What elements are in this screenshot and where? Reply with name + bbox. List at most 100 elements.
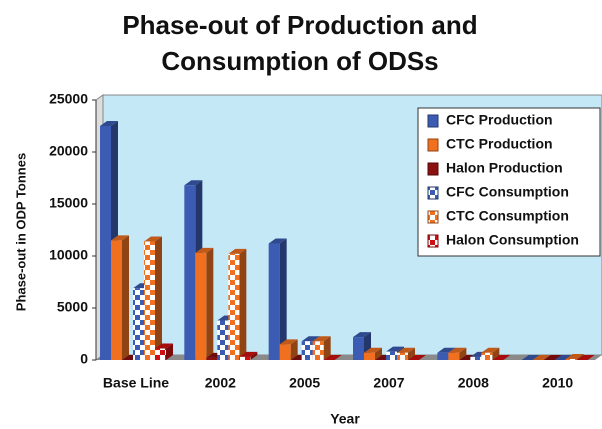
bar (397, 347, 415, 360)
bar-top (448, 347, 467, 353)
bar-top (184, 180, 203, 186)
bar-top (155, 343, 173, 349)
bar-top (323, 355, 342, 360)
bar-top (576, 355, 595, 360)
bar-front (133, 288, 144, 360)
bar-top (408, 355, 426, 360)
bar-front (239, 356, 251, 360)
chart-title: Consumption of ODSs (161, 46, 438, 76)
legend-label: Halon Consumption (446, 232, 579, 248)
bar-side (155, 236, 162, 360)
y-axis-label: Phase-out in ODP Tonnes (13, 153, 28, 311)
bar-top (353, 332, 371, 338)
legend-label: CTC Production (446, 136, 553, 152)
bar (195, 247, 214, 360)
legend-swatch (427, 162, 439, 176)
legend-swatch (427, 138, 439, 152)
bar (448, 347, 467, 360)
y-tick-label: 25000 (49, 91, 88, 107)
bar-top (312, 336, 331, 342)
bar-side (375, 347, 382, 360)
bar (492, 355, 511, 360)
bar-top (279, 339, 298, 345)
bar (279, 339, 298, 360)
bar-top (301, 336, 320, 342)
y-tick-label: 10000 (49, 247, 88, 263)
bar-top (554, 355, 573, 360)
bar-front (448, 352, 460, 360)
x-tick-label: 2002 (205, 375, 236, 391)
bar-top (565, 353, 584, 359)
bar-side (279, 238, 287, 360)
bar-front (217, 320, 229, 360)
bar-front (111, 240, 122, 360)
bar (576, 355, 595, 360)
bar-front (228, 253, 240, 360)
bar-side (250, 351, 258, 360)
bar-side (290, 339, 298, 360)
bar-front (155, 348, 166, 360)
bar (532, 355, 551, 360)
bar-top (144, 236, 162, 242)
legend-label: CFC Consumption (446, 184, 569, 200)
bar-top (239, 351, 258, 357)
bar-front (312, 341, 324, 360)
y-tick-label: 5000 (57, 299, 88, 315)
bar (408, 355, 426, 360)
bar (155, 343, 173, 360)
bar (323, 355, 342, 360)
bar-top (543, 355, 562, 360)
bar (565, 353, 584, 360)
bar-front (364, 352, 375, 360)
legend-swatch (427, 114, 439, 128)
bar (144, 236, 162, 360)
legend-swatch (427, 186, 439, 200)
bar-top (111, 235, 129, 241)
bar-front (100, 126, 111, 360)
bar-top (386, 346, 404, 352)
bar-front (386, 351, 397, 360)
bar (543, 355, 562, 360)
bar-side (166, 343, 173, 360)
bar (481, 347, 500, 360)
bar (364, 347, 382, 360)
x-tick-label: 2007 (373, 375, 404, 391)
bar-front (481, 352, 493, 360)
bar (521, 355, 540, 360)
bar-front (195, 252, 207, 360)
bar-front (184, 185, 196, 360)
bar-side (239, 248, 247, 360)
bar-side (492, 347, 500, 360)
x-tick-label: 2005 (289, 375, 320, 391)
bar-top (532, 355, 551, 360)
bar (228, 248, 247, 360)
bar-top (364, 347, 382, 353)
legend-swatch (427, 210, 439, 224)
x-tick-label: 2010 (542, 375, 573, 391)
chart-title: Phase-out of Production and (122, 10, 477, 40)
bar-side (408, 347, 415, 360)
y-tick-label: 0 (80, 351, 88, 367)
x-tick-label: Base Line (103, 375, 169, 391)
bar-top (268, 238, 287, 244)
x-tick-label: 2008 (458, 375, 489, 391)
bar (111, 235, 129, 360)
bar-side (459, 347, 467, 360)
legend-label: CFC Production (446, 112, 553, 128)
bar-top (437, 347, 456, 353)
bar-side (323, 336, 331, 360)
bar-front (206, 357, 218, 360)
bar-top (397, 347, 415, 353)
legend-box (417, 107, 601, 257)
bar-front (279, 344, 291, 360)
bar-top (228, 248, 247, 254)
bar-front (437, 352, 449, 360)
bar-front (397, 352, 408, 360)
legend-label: Halon Production (446, 160, 563, 176)
bar-side (206, 247, 214, 360)
bar-top (492, 355, 511, 360)
y-tick-label: 15000 (49, 195, 88, 211)
bar (554, 355, 573, 360)
bar-front (144, 241, 155, 360)
